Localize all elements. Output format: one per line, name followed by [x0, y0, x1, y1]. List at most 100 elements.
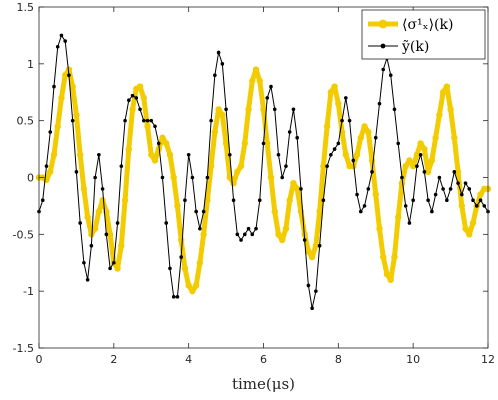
series-1-point	[134, 96, 139, 100]
series-0-point	[125, 145, 132, 153]
series-0-point	[237, 162, 245, 170]
series-0-point	[136, 83, 144, 90]
series-0-point	[436, 111, 443, 119]
series-0-point	[282, 225, 290, 232]
series-1-point	[190, 175, 195, 180]
series-1-point	[452, 170, 457, 174]
series-0-point	[372, 191, 379, 198]
series-1-point	[194, 209, 198, 214]
series-0-point	[144, 123, 151, 130]
series-1-point	[272, 107, 277, 112]
series-0-point	[249, 77, 256, 85]
series-0-point	[189, 287, 196, 295]
series-1-point	[179, 255, 183, 259]
series-0-point	[207, 162, 215, 170]
series-1-point	[231, 198, 236, 203]
legend-marker-0	[378, 19, 388, 29]
series-0-point	[365, 128, 372, 136]
series-0-point	[327, 89, 335, 96]
series-0-point	[342, 151, 350, 158]
series-0-point	[204, 197, 211, 204]
series-1-point	[198, 226, 202, 231]
legend-marker-1	[380, 43, 386, 49]
series-0-point	[409, 162, 417, 170]
legend-label-1: ỹ(k)	[401, 39, 429, 55]
series-1-point	[164, 221, 169, 225]
series-1-point	[265, 96, 270, 100]
series-1-point	[205, 175, 210, 180]
plot-background	[39, 7, 488, 348]
series-0-point	[293, 185, 301, 193]
series-0-point	[88, 231, 95, 238]
series-1-point	[284, 164, 288, 168]
series-1-point	[366, 187, 371, 191]
series-0-point	[279, 236, 286, 244]
series-1-point	[246, 226, 251, 231]
series-1-point	[127, 98, 131, 103]
y-tick-label: 1.5	[17, 1, 35, 14]
series-1-point	[209, 118, 213, 123]
legend-label-0: ⟨σ¹ₓ⟩(k)	[402, 17, 453, 33]
series-1-point	[287, 130, 292, 134]
series-1-point	[78, 221, 82, 225]
series-1-point	[145, 118, 150, 123]
series-0-point	[99, 197, 106, 204]
series-1-point	[63, 39, 67, 43]
series-0-point	[148, 151, 155, 158]
series-1-point	[183, 198, 187, 203]
series-1-point	[82, 260, 86, 265]
series-1-point	[168, 266, 172, 271]
series-1-point	[224, 107, 228, 112]
series-0-point	[421, 145, 428, 153]
series-0-point	[54, 123, 61, 130]
series-1-point	[97, 152, 101, 157]
series-1-point	[100, 187, 105, 191]
series-0-point	[163, 140, 170, 147]
series-1-point	[456, 181, 460, 185]
series-1-point	[418, 152, 423, 157]
series-0-point	[439, 89, 447, 96]
series-1-point	[344, 96, 348, 100]
y-tick-label: -1	[23, 285, 34, 298]
series-0-point	[380, 253, 387, 261]
series-1-point	[52, 84, 56, 89]
series-1-point	[310, 306, 314, 311]
series-0-point	[230, 179, 237, 187]
series-1-point	[471, 198, 475, 203]
x-tick-label: 0	[36, 353, 43, 366]
series-0-point	[320, 162, 327, 170]
series-1-point	[426, 198, 430, 203]
series-0-point	[61, 72, 69, 79]
series-1-point	[463, 181, 468, 185]
series-0-point	[383, 270, 391, 278]
series-0-point	[469, 219, 477, 227]
series-1-point	[306, 283, 311, 288]
series-1-point	[448, 187, 453, 191]
series-0-point	[361, 123, 368, 130]
series-0-point	[170, 174, 177, 181]
series-0-point	[413, 151, 421, 158]
series-0-point	[84, 214, 91, 221]
series-1-point	[276, 152, 281, 157]
series-1-point	[44, 164, 49, 168]
series-0-point	[106, 231, 114, 238]
series-0-point	[308, 253, 316, 261]
series-1-point	[415, 164, 419, 168]
series-0-point	[118, 242, 125, 249]
series-1-point	[242, 232, 247, 237]
series-1-point	[325, 164, 329, 168]
series-1-point	[355, 192, 359, 197]
series-1-point	[340, 118, 344, 123]
series-1-point	[104, 232, 109, 237]
series-0-point	[140, 94, 147, 102]
series-1-point	[437, 175, 442, 180]
series-1-point	[336, 141, 341, 146]
series-0-point	[428, 157, 436, 164]
series-1-point	[254, 226, 258, 231]
series-0-point	[50, 151, 58, 158]
series-0-point	[211, 128, 219, 136]
series-0-point	[241, 140, 248, 147]
series-0-point	[159, 134, 166, 141]
y-tick-label: 1	[27, 58, 34, 71]
series-0-point	[312, 242, 320, 249]
